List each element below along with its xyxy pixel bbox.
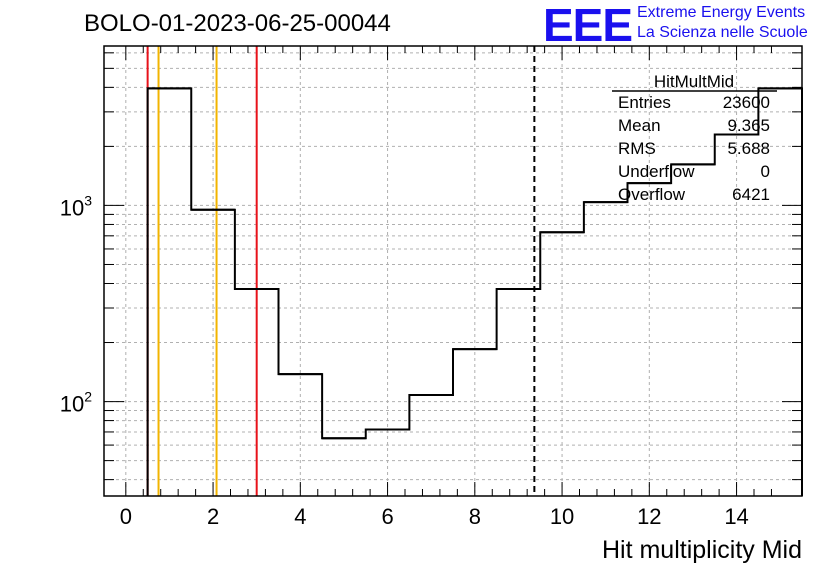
x-tick-label: 12 (637, 504, 661, 529)
stats-value: 0 (760, 162, 770, 181)
x-tick-label: 4 (294, 504, 306, 529)
x-tick-label: 2 (207, 504, 219, 529)
y-tick-label: 103 (60, 192, 92, 220)
logo-subtitle-1: Extreme Energy Events (637, 4, 806, 21)
x-tick-label: 10 (550, 504, 574, 529)
stats-label: Underflow (618, 162, 695, 181)
y-tick-mantissa: 10 (60, 392, 84, 417)
y-tick-exponent: 3 (84, 192, 92, 208)
stats-label: Overflow (618, 185, 686, 204)
y-tick-label: 102 (60, 389, 92, 417)
marker-lines (146, 46, 536, 496)
axis-ticks (104, 46, 802, 496)
x-tick-label: 14 (724, 504, 748, 529)
stats-value: 9.365 (727, 116, 770, 135)
stats-value: 6421 (732, 185, 770, 204)
x-tick-label: 8 (469, 504, 481, 529)
grid-lines (104, 46, 802, 496)
eee-logo: EEE (543, 0, 633, 51)
stats-label: RMS (618, 139, 656, 158)
logo-subtitle-2: La Scienza nelle Scuole (637, 24, 808, 41)
x-axis-label: Hit multiplicity Mid (601, 536, 802, 564)
stats-label: Entries (618, 93, 671, 112)
y-tick-exponent: 2 (84, 389, 92, 405)
stats-value: 23600 (722, 93, 770, 112)
plot-border (103, 45, 803, 497)
plot-frame (103, 45, 803, 497)
stats-value: 5.688 (727, 139, 770, 158)
x-tick-label: 6 (381, 504, 393, 529)
histogram-series (146, 87, 803, 496)
chart-title: BOLO-01-2023-06-25-00044 (84, 10, 391, 37)
x-tick-label: 0 (120, 504, 132, 529)
stats-label: Mean (618, 116, 661, 135)
stats-box-title: HitMultMid (653, 72, 735, 91)
y-tick-mantissa: 10 (60, 195, 84, 220)
